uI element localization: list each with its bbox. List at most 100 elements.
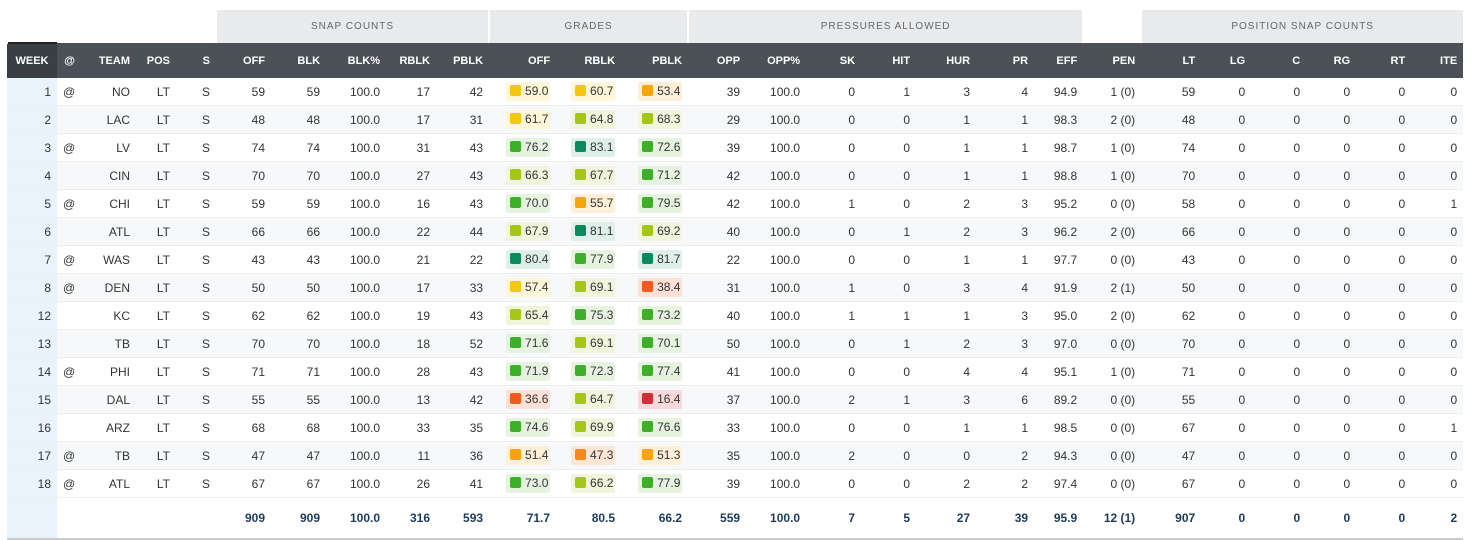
cell: 0 xyxy=(1201,469,1252,498)
cell: 0 xyxy=(861,245,917,274)
grade-color xyxy=(510,309,522,320)
cell: 67 xyxy=(271,469,327,498)
cell: 0 xyxy=(1306,329,1357,358)
cell: 68 xyxy=(271,413,327,442)
grade-value: 64.7 xyxy=(590,392,614,406)
cell xyxy=(57,329,81,358)
cell: 59 xyxy=(1141,78,1202,106)
cell: 97.4 xyxy=(1034,469,1084,498)
grade-badge: 38.4 xyxy=(638,278,683,297)
cell: 909 xyxy=(271,497,327,540)
grade-value: 69.9 xyxy=(590,420,614,434)
cell: 3 xyxy=(976,301,1035,330)
grade-color xyxy=(510,281,522,292)
cell: 70.0 xyxy=(489,189,557,218)
cell: 0 (0) xyxy=(1083,329,1142,358)
column-header: LT xyxy=(1141,43,1202,78)
cell: 0 xyxy=(1356,329,1412,358)
group-header: GRADES xyxy=(488,10,689,43)
grade-badge: 71.2 xyxy=(638,166,683,185)
grade-color xyxy=(510,337,522,348)
cell: 39 xyxy=(688,469,747,498)
cell: 50 xyxy=(1141,273,1202,302)
grade-color xyxy=(642,477,654,488)
cell: 89.2 xyxy=(1034,385,1084,414)
cell: 4 xyxy=(976,273,1035,302)
cell: 43 xyxy=(436,357,490,386)
grade-color xyxy=(510,449,522,460)
cell: ARZ xyxy=(81,413,136,442)
cell: 50 xyxy=(688,329,747,358)
cell: 0 xyxy=(1306,413,1357,442)
cell: 3 xyxy=(916,385,977,414)
grade-badge: 16.4 xyxy=(638,390,683,409)
grade-badge: 70.0 xyxy=(506,194,551,213)
cell: 0 xyxy=(1306,469,1357,498)
grade-value: 71.9 xyxy=(525,364,549,378)
cell: 0 xyxy=(1306,105,1357,134)
cell: 95.0 xyxy=(1034,301,1084,330)
grade-value: 57.4 xyxy=(525,280,549,294)
cell: 62 xyxy=(271,301,327,330)
cell: 100.0 xyxy=(326,245,387,274)
cell: 18 xyxy=(7,469,57,498)
cell: 97.7 xyxy=(1034,245,1084,274)
cell: 0 xyxy=(806,78,862,106)
cell: 83.1 xyxy=(556,133,622,162)
grade-value: 38.4 xyxy=(657,280,681,294)
cell: 0 (0) xyxy=(1083,413,1142,442)
cell: S xyxy=(176,357,217,386)
cell: DAL xyxy=(81,385,136,414)
column-header: RBLK xyxy=(556,43,622,78)
cell: 0 (0) xyxy=(1083,385,1142,414)
cell: 0 xyxy=(1306,78,1357,106)
cell: 43 xyxy=(216,245,272,274)
cell: 66.3 xyxy=(489,161,557,190)
grade-color xyxy=(642,281,654,292)
cell: 59 xyxy=(216,189,272,218)
cell: 100.0 xyxy=(746,329,807,358)
cell: 42 xyxy=(688,161,747,190)
cell: 4 xyxy=(7,161,57,190)
grade-color xyxy=(575,477,587,488)
cell: 97.0 xyxy=(1034,329,1084,358)
grade-value: 51.4 xyxy=(525,448,549,462)
cell: 4 xyxy=(916,357,977,386)
grade-badge: 71.9 xyxy=(506,362,551,381)
grade-badge: 66.3 xyxy=(506,166,551,185)
cell: 70.1 xyxy=(621,329,689,358)
cell xyxy=(57,301,81,330)
cell: 47 xyxy=(216,441,272,470)
cell: 65.4 xyxy=(489,301,557,330)
cell: 67 xyxy=(1141,469,1202,498)
cell: 43 xyxy=(436,301,490,330)
grade-color xyxy=(575,197,587,208)
cell: 27 xyxy=(916,497,977,540)
cell xyxy=(176,497,217,540)
cell: 98.8 xyxy=(1034,161,1084,190)
cell: 100.0 xyxy=(746,469,807,498)
grade-value: 64.8 xyxy=(590,112,614,126)
cell xyxy=(57,105,81,134)
grade-color xyxy=(510,225,522,236)
cell: 81.1 xyxy=(556,217,622,246)
cell: LT xyxy=(136,78,176,106)
cell: 4 xyxy=(976,78,1035,106)
cell: 0 xyxy=(1201,78,1252,106)
cell: 5 xyxy=(7,189,57,218)
cell: 1 xyxy=(7,78,57,106)
cell: 13 xyxy=(386,385,437,414)
cell: KC xyxy=(81,301,136,330)
cell: 2 (1) xyxy=(1083,273,1142,302)
grade-badge: 60.7 xyxy=(571,82,616,101)
cell: 66 xyxy=(271,217,327,246)
cell: 76.2 xyxy=(489,133,557,162)
grade-color xyxy=(642,365,654,376)
cell: S xyxy=(176,385,217,414)
cell: 559 xyxy=(688,497,747,540)
grade-value: 83.1 xyxy=(590,140,614,154)
cell: ATL xyxy=(81,469,136,498)
cell: 79.5 xyxy=(621,189,689,218)
cell: 98.5 xyxy=(1034,413,1084,442)
cell xyxy=(81,497,136,540)
